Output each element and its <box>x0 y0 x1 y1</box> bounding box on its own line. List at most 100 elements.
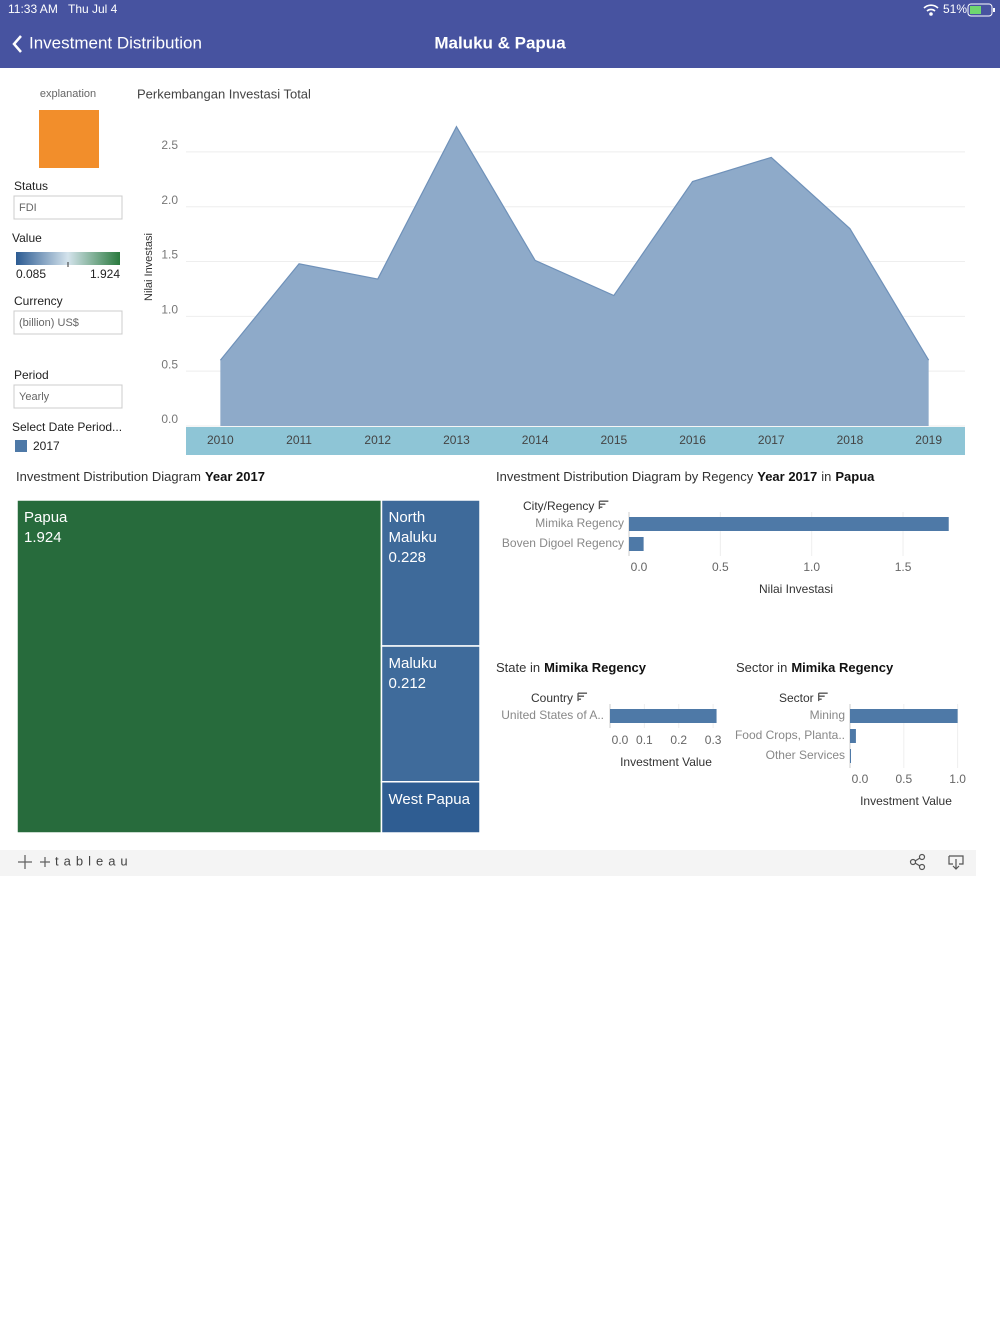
back-icon[interactable] <box>12 35 22 53</box>
x-axis-band <box>186 427 965 455</box>
title-part: Investment Distribution Diagram by Regen… <box>496 469 754 484</box>
treemap-cell <box>380 499 481 647</box>
label-line: Maluku <box>388 529 436 546</box>
title-part: Year 2017 <box>205 469 265 484</box>
title-part: in <box>821 469 831 484</box>
battery-icon <box>967 3 995 17</box>
filter-value: 2017 <box>33 439 60 453</box>
footer-bar <box>0 850 976 876</box>
chart-title: Sector in Mimika Regency <box>736 660 894 675</box>
y-tick-label: Food Crops, Planta.. <box>735 728 845 742</box>
label-line: West Papua <box>388 791 470 808</box>
x-tick-label: 2017 <box>758 433 785 447</box>
chart-title: Perkembangan Investasi Total <box>137 86 311 101</box>
title-part: Mimika Regency <box>791 660 894 675</box>
x-tick-label: 0.5 <box>895 772 912 786</box>
filter-box[interactable] <box>13 310 123 335</box>
area-line <box>219 125 930 361</box>
date-swatch[interactable] <box>15 440 27 452</box>
y-tick-label: 1.0 <box>161 303 178 317</box>
x-axis-title: Investment Value <box>620 755 712 769</box>
tableau-logo: tableau <box>55 853 133 868</box>
treemap-value: 1.924 <box>24 529 62 546</box>
y-tick-label: United States of A.. <box>501 708 604 722</box>
chart-title: Investment Distribution Diagram by Regen… <box>496 469 875 484</box>
treemap-label: North Maluku <box>388 509 436 546</box>
y-tick-label: 2.5 <box>161 138 178 152</box>
treemap-cell <box>380 781 481 834</box>
legend-min: 0.085 <box>16 267 46 281</box>
chart-title: State in Mimika Regency <box>496 660 647 675</box>
y-tick-label: 0.5 <box>161 357 178 371</box>
x-tick-label: 1.0 <box>949 772 966 786</box>
sort-icon <box>577 692 588 702</box>
x-tick-label: 0.1 <box>636 733 653 747</box>
wifi-icon <box>923 4 939 16</box>
sort-icon <box>818 692 828 702</box>
y-axis-title: Nilai Investasi <box>143 233 155 301</box>
chart-title: Investment Distribution Diagram Year 2017 <box>16 469 265 484</box>
explanation-swatch[interactable] <box>39 110 99 168</box>
y-tick-label: 0.0 <box>161 412 178 426</box>
label-line: North <box>388 509 425 526</box>
bar <box>850 749 851 763</box>
filter-label: Value <box>12 231 42 245</box>
explanation-label: explanation <box>40 88 96 100</box>
x-tick-label: 2010 <box>207 433 234 447</box>
x-tick-label: 2012 <box>364 433 391 447</box>
treemap-value: 0.228 <box>388 549 426 566</box>
x-tick-label: 0.3 <box>705 733 722 747</box>
filter-value: FDI <box>19 202 37 214</box>
nav-title: Maluku & Papua <box>434 33 566 52</box>
x-axis-title: Nilai Investasi <box>759 582 833 596</box>
filter-label: Status <box>14 179 48 193</box>
bar <box>629 517 949 531</box>
bar <box>850 729 856 743</box>
y-tick-label: 2.0 <box>161 193 178 207</box>
x-tick-label: 2011 <box>286 433 312 447</box>
treemap-label: West Papua <box>388 791 470 808</box>
bar <box>610 709 717 723</box>
filter-value: (billion) US$ <box>19 317 79 329</box>
download-icon[interactable] <box>948 855 964 870</box>
title-part: Papua <box>835 469 875 484</box>
title-part: Sector in <box>736 660 787 675</box>
y-tick-label: Mining <box>810 708 845 722</box>
y-tick-label: Other Services <box>766 748 845 762</box>
y-tick-label: Boven Digoel Regency <box>502 536 624 550</box>
field-header: City/Regency <box>523 499 594 513</box>
label-line: Maluku <box>388 655 436 672</box>
y-tick-label: Mimika Regency <box>535 516 624 530</box>
filter-box[interactable] <box>13 384 123 409</box>
filter-label: Period <box>14 368 49 382</box>
share-icon[interactable] <box>909 853 926 871</box>
filter-value: Yearly <box>19 391 50 403</box>
x-tick-label: 0.0 <box>631 560 648 574</box>
title-part: Year 2017 <box>757 469 817 484</box>
sort-icon <box>598 500 609 510</box>
status-time: 11:33 AM <box>8 2 58 16</box>
y-tick-label: 1.5 <box>161 248 178 262</box>
x-tick-label: 0.2 <box>670 733 687 747</box>
x-tick-label: 0.0 <box>612 733 629 747</box>
x-tick-label: 2019 <box>915 433 942 447</box>
status-date: Thu Jul 4 <box>68 2 118 16</box>
back-button[interactable]: Investment Distribution <box>29 33 202 52</box>
x-tick-label: 2014 <box>522 433 549 447</box>
x-tick-label: 0.0 <box>852 772 869 786</box>
treemap-label: Papua <box>24 509 68 526</box>
area-fill <box>220 126 929 427</box>
x-tick-label: 0.5 <box>712 560 729 574</box>
filter-box[interactable] <box>13 195 123 220</box>
x-tick-label: 2013 <box>443 433 470 447</box>
bar <box>850 709 958 723</box>
treemap-value: 0.212 <box>388 675 426 692</box>
legend-max: 1.924 <box>90 267 120 281</box>
x-tick-label: 2018 <box>837 433 864 447</box>
bar <box>629 537 644 551</box>
field-header: Country <box>531 691 573 705</box>
value-legend-gradient <box>16 252 120 265</box>
tableau-mark <box>18 855 50 869</box>
